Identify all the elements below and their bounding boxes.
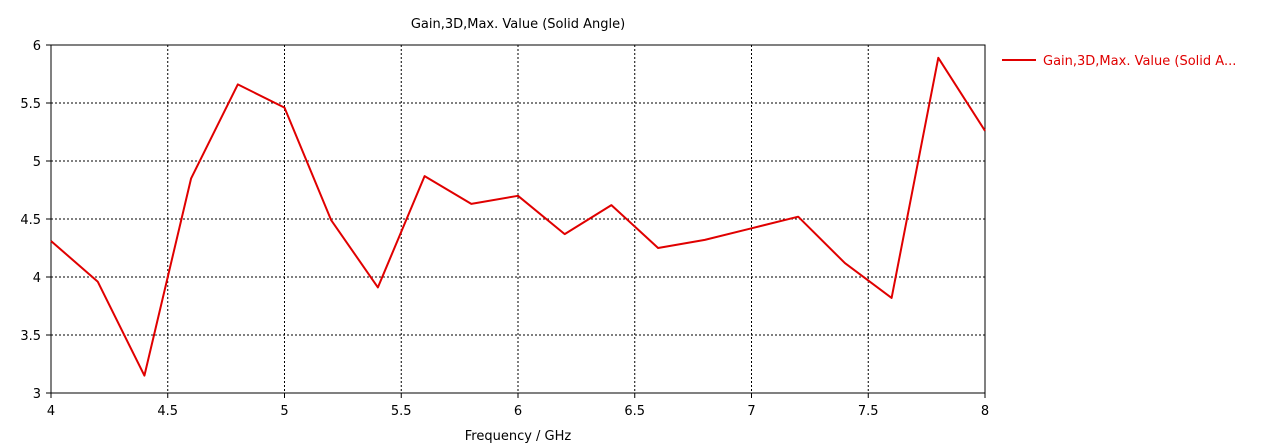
legend-label: Gain,3D,Max. Value (Solid A... bbox=[1043, 54, 1236, 69]
x-tick-label: 8 bbox=[981, 404, 989, 419]
x-axis-label: Frequency / GHz bbox=[465, 429, 572, 444]
x-axis: 4 4.5 5 5.5 6 6.5 7 7.5 8 bbox=[47, 393, 989, 419]
y-tick-label: 4 bbox=[33, 271, 41, 286]
x-tick-label: 5 bbox=[280, 404, 288, 419]
y-tick-label: 4.5 bbox=[20, 213, 41, 228]
chart-title: Gain,3D,Max. Value (Solid Angle) bbox=[411, 17, 625, 32]
x-tick-label: 6.5 bbox=[624, 404, 645, 419]
series-group bbox=[50, 56, 986, 377]
x-tick-label: 7.5 bbox=[858, 404, 879, 419]
x-tick-label: 5.5 bbox=[391, 404, 412, 419]
y-tick-label: 3 bbox=[33, 387, 41, 402]
x-tick-label: 4.5 bbox=[157, 404, 178, 419]
y-tick-label: 3.5 bbox=[20, 329, 41, 344]
legend: Gain,3D,Max. Value (Solid A... bbox=[1002, 54, 1236, 69]
y-tick-label: 5.5 bbox=[20, 97, 41, 112]
y-axis: 3 3.5 4 4.5 5 5.5 6 bbox=[20, 39, 51, 402]
x-tick-label: 4 bbox=[47, 404, 55, 419]
y-tick-label: 5 bbox=[33, 155, 41, 170]
x-tick-label: 6 bbox=[514, 404, 522, 419]
grid-lines bbox=[51, 45, 985, 393]
x-tick-label: 7 bbox=[747, 404, 755, 419]
series-line bbox=[50, 56, 986, 377]
y-tick-label: 6 bbox=[33, 39, 41, 54]
